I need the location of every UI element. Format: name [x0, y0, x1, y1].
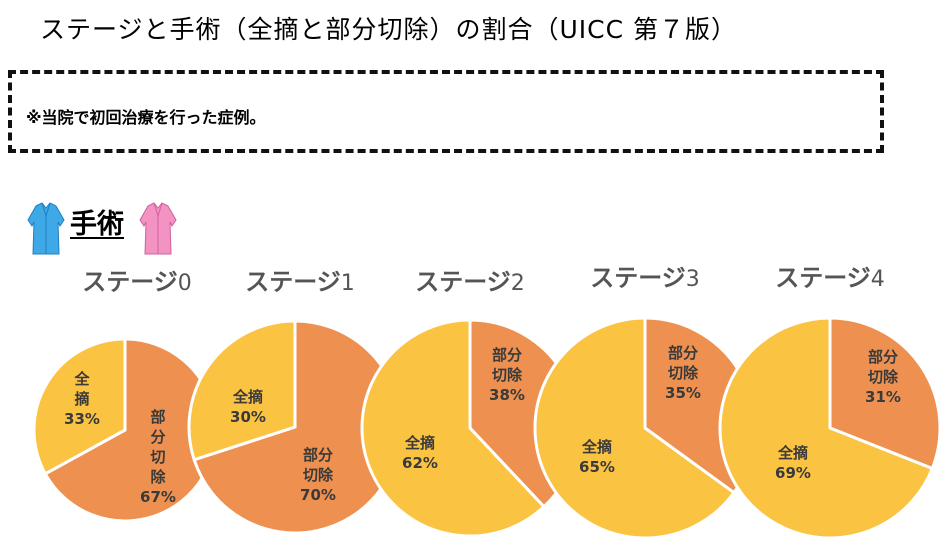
pie-chart-stage-4: 全摘 69% 部分切除 31%: [718, 316, 942, 540]
slice-label-partial: 部分切除 70%: [300, 446, 336, 504]
stage-title-3: ステージ3: [590, 258, 700, 293]
slice-percent: 70%: [300, 486, 336, 504]
slice-percent: 67%: [140, 488, 176, 506]
pie-chart-stage-2: 全摘 62% 部分切除 38%: [360, 318, 580, 538]
slice-label-line: 全摘: [777, 444, 808, 462]
stage-title-number: 4: [870, 267, 885, 292]
stage-title-0: ステージ0: [82, 262, 192, 297]
slice-label-line: 切除: [303, 466, 334, 484]
stage-title-prefix: ステージ: [82, 268, 178, 296]
slice-label-line: 部分: [303, 446, 333, 464]
pink-surgical-gown-icon: [139, 202, 177, 255]
slice-label-line: 摘: [74, 390, 89, 408]
slice-label-line: 部分: [492, 346, 522, 364]
slice-label-total: 全摘 30%: [230, 388, 266, 426]
slice-percent: 33%: [64, 410, 100, 428]
stage-title-4: ステージ4: [775, 258, 885, 293]
slice-label-total: 全摘 33%: [64, 370, 100, 428]
stage-title-number: 2: [510, 271, 525, 296]
slice-percent: 31%: [865, 388, 901, 406]
pie-slice-total: [187, 319, 297, 462]
slice-percent: 35%: [665, 384, 701, 402]
page-title: ステージと手術（全摘と部分切除）の割合（UICC 第７版）: [40, 15, 738, 44]
section-label: 手術: [70, 209, 124, 240]
slice-label-line: 全摘: [404, 434, 435, 452]
slice-label-line: 切除: [868, 368, 899, 386]
surgery-section-header: 手術: [26, 198, 186, 258]
slice-label-total: 全摘 65%: [579, 438, 615, 476]
slice-label-line: 切: [150, 448, 165, 466]
blue-surgical-gown-icon: [27, 202, 65, 255]
slice-label-line: 全: [73, 370, 90, 388]
slice-percent: 69%: [775, 464, 811, 482]
slice-label-total: 全摘 62%: [402, 434, 438, 472]
slice-label-line: 部分: [868, 348, 898, 366]
stage-title-prefix: ステージ: [775, 264, 871, 292]
stage-title-number: 3: [685, 267, 700, 292]
slice-label-partial: 部分切除 67%: [140, 408, 176, 506]
stage-title-2: ステージ2: [415, 262, 525, 297]
stage-title-prefix: ステージ: [245, 268, 341, 296]
pie-slice-total: [32, 337, 127, 476]
slice-label-line: 分: [150, 428, 165, 446]
slice-label-line: 部: [150, 408, 165, 426]
slice-label-partial: 部分切除 38%: [489, 346, 525, 404]
pie-chart-stage-0: 全摘 33% 部分切除 67%: [32, 337, 218, 523]
slice-label-line: 除: [150, 468, 166, 486]
stage-title-number: 0: [177, 271, 192, 296]
pie-slice-total: [718, 316, 935, 540]
slice-label-partial: 部分切除 31%: [865, 348, 901, 406]
pie-slice-partial: [828, 316, 942, 471]
note-text: ※当院で初回治療を行った症例。: [26, 108, 266, 127]
pie-chart-stage-3: 全摘 65% 部分切除 35%: [533, 316, 757, 540]
note-box: ※当院で初回治療を行った症例。: [8, 70, 884, 153]
stage-title-1: ステージ1: [245, 262, 355, 297]
slice-percent: 62%: [402, 454, 438, 472]
pie-slice-total: [533, 316, 737, 540]
slice-percent: 65%: [579, 458, 615, 476]
slice-label-line: 部分: [668, 344, 698, 362]
slice-percent: 30%: [230, 408, 266, 426]
pie-slice-total: [360, 318, 547, 538]
slice-label-line: 全摘: [232, 388, 263, 406]
stage-title-number: 1: [340, 271, 355, 296]
stage-title-prefix: ステージ: [415, 268, 511, 296]
slice-label-line: 切除: [668, 364, 699, 382]
slice-percent: 38%: [489, 386, 525, 404]
pie-chart-stage-1: 全摘 30% 部分切除 70%: [187, 319, 403, 535]
slice-label-partial: 部分切除 35%: [665, 344, 701, 402]
stage-title-prefix: ステージ: [590, 264, 686, 292]
slice-label-total: 全摘 69%: [775, 444, 811, 482]
slice-label-line: 全摘: [581, 438, 612, 456]
slice-label-line: 切除: [492, 366, 523, 384]
